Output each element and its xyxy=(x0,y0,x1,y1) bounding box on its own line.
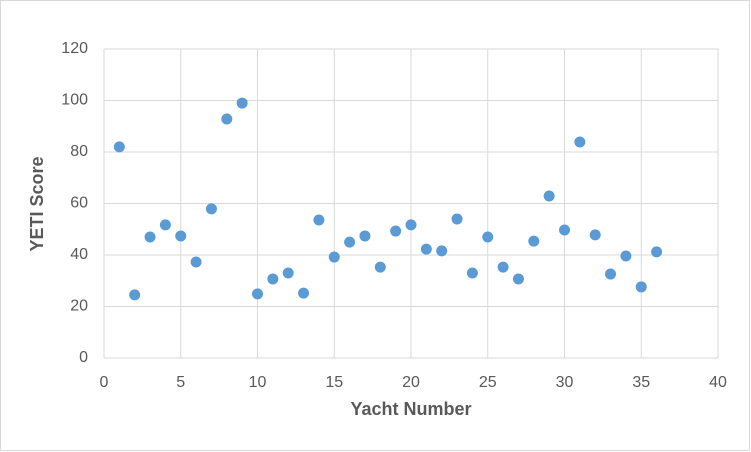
point xyxy=(605,268,617,280)
point xyxy=(344,236,356,248)
point xyxy=(205,203,217,215)
point xyxy=(252,288,263,300)
point xyxy=(359,230,371,242)
point xyxy=(482,231,494,243)
x-axis-title: Yacht Number xyxy=(350,399,471,419)
y-tick-label: 100 xyxy=(61,92,88,109)
x-tick-label: 40 xyxy=(709,374,727,391)
point xyxy=(651,246,663,258)
point xyxy=(405,219,417,231)
point xyxy=(420,243,432,255)
point xyxy=(436,245,448,257)
point xyxy=(528,235,540,247)
x-tick-label: 25 xyxy=(479,374,497,391)
point xyxy=(374,261,386,273)
point xyxy=(451,213,463,225)
point xyxy=(129,289,141,301)
point xyxy=(543,190,555,202)
point xyxy=(221,113,233,125)
point xyxy=(390,225,402,237)
x-tick-label: 0 xyxy=(100,374,109,391)
point xyxy=(328,251,340,263)
y-tick-label: 80 xyxy=(70,143,88,160)
x-tick-label: 5 xyxy=(176,374,185,391)
point xyxy=(574,136,586,148)
x-tick-label: 30 xyxy=(556,374,574,391)
y-tick-label: 40 xyxy=(70,246,88,263)
point xyxy=(236,97,248,109)
x-tick-label: 15 xyxy=(325,374,343,391)
y-tick-label: 0 xyxy=(79,349,88,366)
point xyxy=(267,273,279,285)
y-tick-label: 120 xyxy=(61,40,88,57)
point xyxy=(175,230,187,242)
x-tick-label: 10 xyxy=(249,374,267,391)
point xyxy=(113,141,125,153)
x-tick-label: 35 xyxy=(632,374,650,391)
point xyxy=(635,281,647,293)
y-axis-title: YETI Score xyxy=(27,156,47,251)
point xyxy=(144,231,156,243)
y-tick-label: 60 xyxy=(70,195,88,212)
point xyxy=(620,250,632,262)
point xyxy=(466,267,478,279)
y-tick-label: 20 xyxy=(70,298,88,315)
point xyxy=(190,256,202,268)
point xyxy=(298,287,310,299)
point xyxy=(313,214,325,226)
point xyxy=(589,229,601,241)
point xyxy=(559,224,570,236)
point xyxy=(159,219,171,231)
point xyxy=(497,261,509,273)
point xyxy=(282,267,294,279)
point xyxy=(512,273,524,285)
x-tick-label: 20 xyxy=(402,374,420,391)
